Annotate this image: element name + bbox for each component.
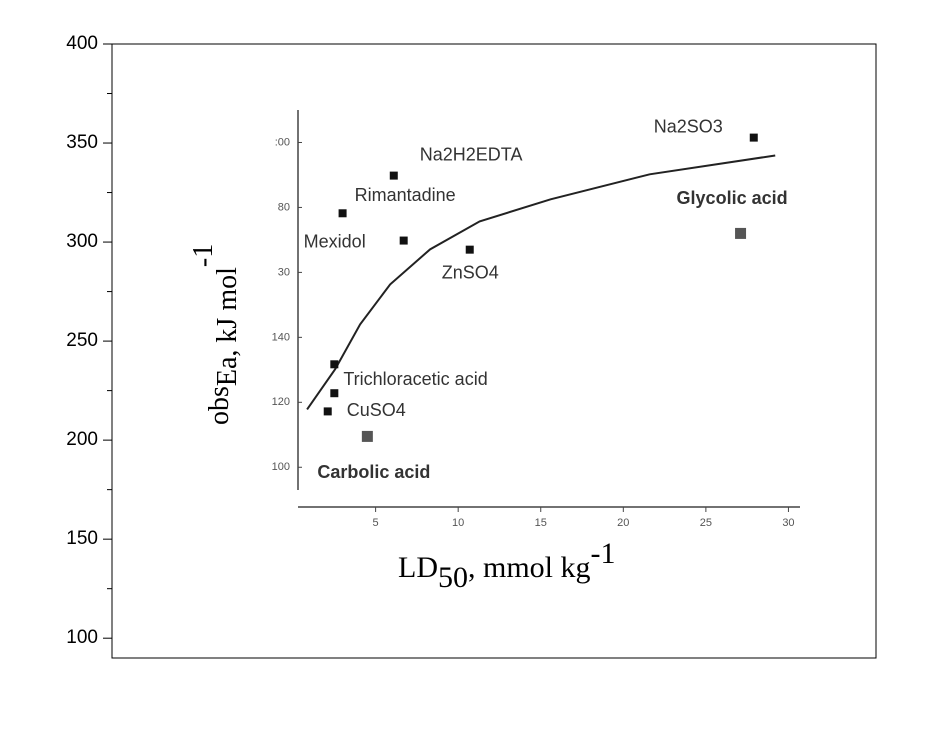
point-label: Na2H2EDTA (420, 144, 523, 164)
point-label: ZnSO4 (442, 262, 499, 282)
y-tick-label: 300 (66, 231, 98, 252)
y-label-part: -1 (188, 244, 219, 267)
point (361, 430, 373, 442)
point-label: Mexidol (304, 231, 366, 251)
y-tick-label: 400 (66, 33, 98, 54)
point-label: Na2SO3 (654, 116, 723, 136)
y-tick-label: 200 (66, 429, 98, 450)
point (465, 245, 474, 254)
x-label-part: 50 (438, 561, 468, 594)
point (330, 389, 339, 398)
fit-curve (306, 154, 776, 411)
point (399, 236, 408, 245)
point-label: Rimantadine (355, 185, 456, 205)
inner-y-tick-label: 140 (272, 331, 290, 343)
y-tick-label: 250 (66, 330, 98, 351)
inner-y-tick-label: 100 (272, 461, 290, 473)
y-tick-label: 100 (66, 627, 98, 648)
y-tick-label: 150 (66, 528, 98, 549)
inner-y-tick-label: 30 (278, 266, 290, 278)
inner-y-tick-label: :00 (275, 136, 290, 148)
point (323, 407, 332, 416)
inner-x-tick-label: 25 (700, 517, 712, 529)
y-label-part: Ea, kJ mol (212, 267, 243, 386)
plot-frame (111, 43, 877, 659)
point (735, 227, 747, 239)
point-label: Trichloracetic acid (343, 369, 487, 389)
x-axis-label: LD50, mmol kg-1 (398, 537, 616, 594)
x-label-part: LD (398, 551, 438, 584)
point-label: CuSO4 (347, 400, 406, 420)
x-label-part: -1 (591, 537, 616, 570)
point (389, 171, 398, 180)
point-label: Carbolic acid (317, 462, 430, 482)
y-axis-label: obsEa, kJ mol-1 (188, 244, 243, 425)
y-label-part: obs (204, 386, 235, 425)
inner-y-tick-label: 120 (272, 396, 290, 408)
point (338, 209, 347, 218)
inner-x-tick-label: 5 (373, 517, 379, 529)
inner-y-tick-label: 80 (278, 201, 290, 213)
point (749, 133, 758, 142)
inner-x-tick-label: 20 (617, 517, 629, 529)
y-tick-label: 350 (66, 132, 98, 153)
x-label-part: , mmol kg (468, 551, 591, 584)
inner-x-tick-label: 30 (782, 517, 794, 529)
inner-x-tick-label: 15 (535, 517, 547, 529)
point-label: Glycolic acid (677, 188, 788, 208)
point (330, 360, 339, 369)
inner-x-tick-label: 10 (452, 517, 464, 529)
